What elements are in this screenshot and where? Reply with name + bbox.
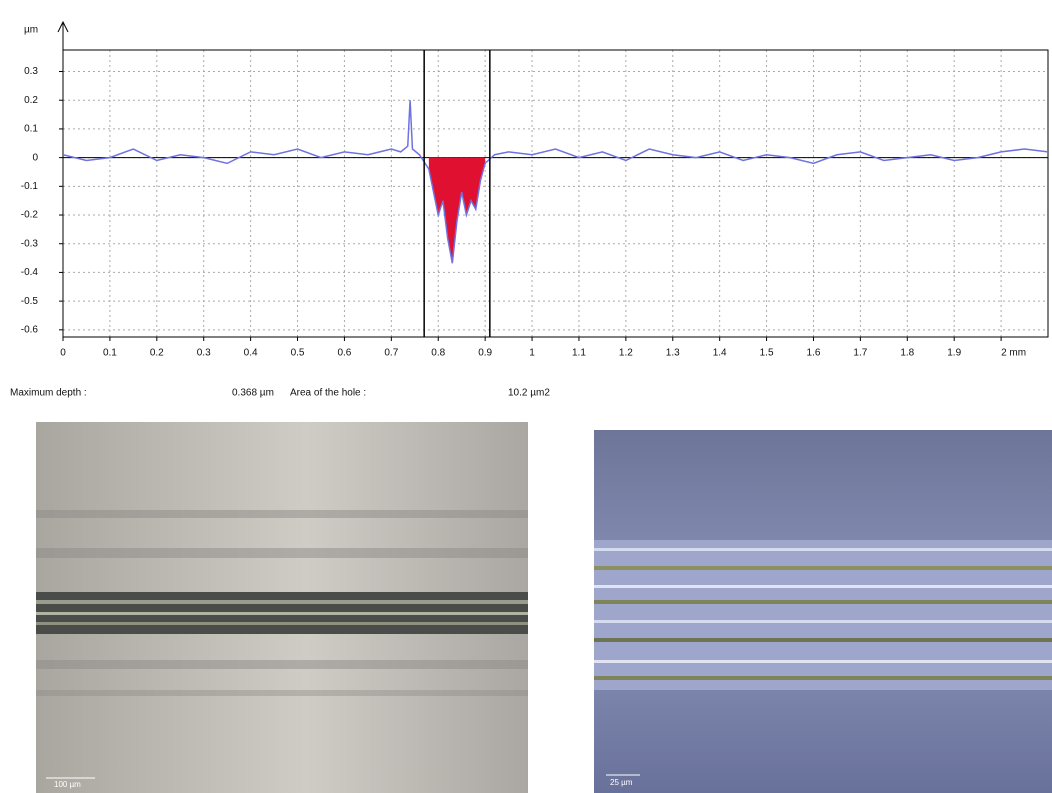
x-tick-label: 0.5 [291,348,305,359]
x-tick-label: 1.9 [947,348,961,359]
x-tick-label: 0.9 [478,348,492,359]
y-tick-label: 0.3 [24,66,38,77]
x-tick-label: 2 mm [1001,348,1026,359]
y-tick-label: 0.2 [24,95,38,106]
annotation: 0.368 µm [232,388,274,399]
x-tick-label: 0.8 [431,348,445,359]
y-tick-label: -0.1 [21,181,39,192]
scale-label: 25 µm [610,778,633,787]
y-tick-label: -0.4 [21,267,39,278]
x-tick-label: 1.7 [853,348,867,359]
scale-label: 100 µm [54,780,81,789]
y-tick-label: -0.3 [21,238,39,249]
annotation: Area of the hole : [290,388,366,399]
x-tick-label: 0.3 [197,348,211,359]
x-tick-label: 0 [60,348,66,359]
plot-frame [62,49,1049,338]
x-tick-label: 1.1 [572,348,586,359]
x-tick-label: 1.4 [713,348,727,359]
x-tick-label: 1.6 [807,348,821,359]
x-tick-label: 1.2 [619,348,633,359]
x-tick-label: 0.6 [337,348,351,359]
y-tick-label: 0.1 [24,124,38,135]
micrograph-right: 25 µm [594,430,1052,793]
hole-area [428,157,486,264]
x-tick-label: 1.8 [900,348,914,359]
x-tick-label: 0.1 [103,348,117,359]
x-tick-label: 1.5 [760,348,774,359]
x-tick-label: 1 [529,348,535,359]
y-tick-label: -0.5 [21,296,39,307]
y-axis-arrow [57,20,69,50]
micrograph-left: 100 µm [36,422,528,793]
y-tick-label: -0.6 [21,324,39,335]
x-tick-label: 0.4 [244,348,258,359]
y-tick-label: -0.2 [21,210,39,221]
x-tick-label: 0.7 [384,348,398,359]
y-axis-label: µm [24,25,38,36]
x-tick-label: 1.3 [666,348,680,359]
x-tick-label: 0.2 [150,348,164,359]
y-tick-label: 0 [32,152,38,163]
profile-line [62,100,1049,264]
annotation: Maximum depth : [10,388,87,399]
annotation: 10.2 µm2 [508,388,550,399]
